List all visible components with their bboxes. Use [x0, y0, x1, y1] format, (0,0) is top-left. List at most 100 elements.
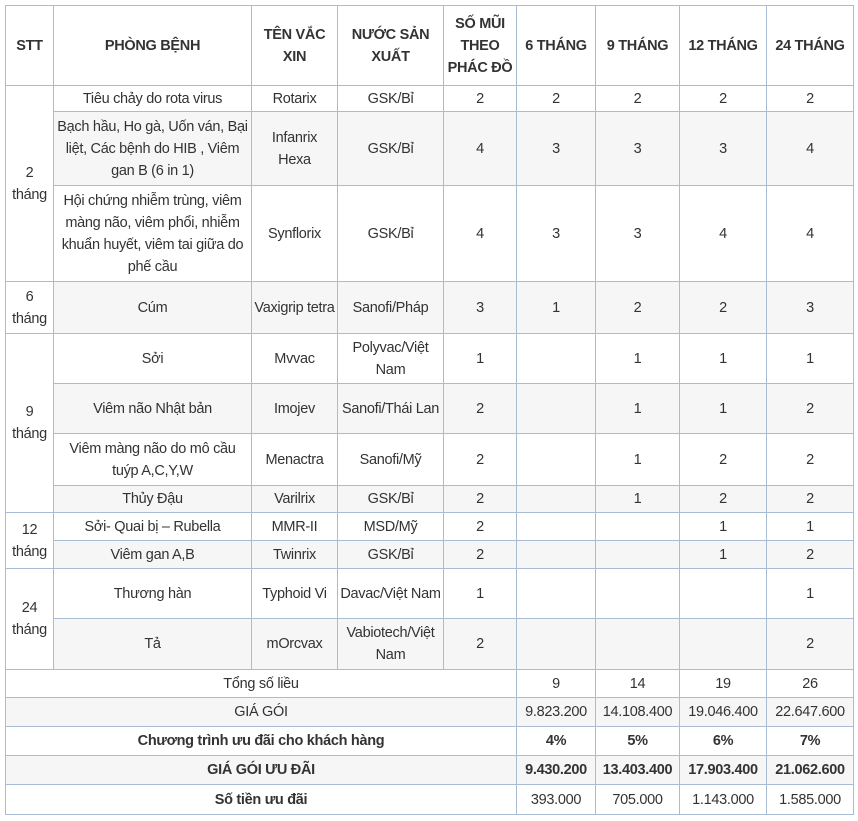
table-cell: Varilrix — [251, 485, 338, 513]
table-cell: Cúm — [53, 281, 252, 334]
table-cell: 4 — [679, 185, 767, 282]
summary-value: 705.000 — [595, 784, 680, 815]
table-cell: Thương hàn — [53, 568, 252, 619]
table-cell: 2 — [679, 85, 767, 112]
table-cell — [595, 540, 680, 569]
table-cell: 3 — [595, 111, 680, 186]
table-cell: 2 — [595, 281, 680, 334]
table-cell: Sanofi/Thái Lan — [337, 383, 444, 434]
table-cell — [516, 512, 596, 541]
table-cell — [679, 618, 767, 670]
vaccine-row: Hội chứng nhiễm trùng, viêm màng não, vi… — [6, 185, 854, 282]
table-cell: 2 — [443, 485, 517, 513]
table-cell — [516, 383, 596, 434]
summary-value: 22.647.600 — [766, 697, 854, 727]
table-cell: Tả — [53, 618, 252, 670]
column-header: SỐ MŨI THEO PHÁC ĐỒ — [443, 5, 517, 86]
table-cell: Synflorix — [251, 185, 338, 282]
summary-label: Tổng số liều — [5, 669, 517, 698]
table-cell: Vabiotech/Việt Nam — [337, 618, 444, 670]
table-cell: GSK/Bỉ — [337, 111, 444, 186]
table-cell — [516, 540, 596, 569]
summary-row: Tổng số liều 9 14 19 26 — [5, 669, 854, 698]
summary-row: Chương trình ưu đãi cho khách hàng 4% 5% 6%… — [5, 726, 854, 756]
summary-value: 14.108.400 — [595, 697, 680, 727]
summary-value: 21.062.600 — [766, 755, 854, 785]
age-group-cell: 2 tháng — [5, 85, 54, 282]
table-cell: 2 — [443, 383, 517, 434]
table-cell: Rotarix — [251, 85, 338, 112]
table-cell: Imojev — [251, 383, 338, 434]
summary-row: GIÁ GÓI 9.823.200 14.108.400 19.046.400 22.6… — [5, 697, 854, 727]
table-cell: GSK/Bỉ — [337, 85, 444, 112]
table-cell: Viêm gan A,B — [53, 540, 252, 569]
vaccine-row: 6 tháng Cúm Vaxigrip tetra Sanofi/Pháp 3 1 2 2 3 — [5, 281, 854, 334]
table-cell: GSK/Bỉ — [337, 485, 444, 513]
summary-label: Chương trình ưu đãi cho khách hàng — [5, 726, 517, 756]
age-group-cell: 9 tháng — [5, 333, 54, 513]
summary-value: 6% — [679, 726, 767, 756]
vaccine-package-table: STT PHÒNG BỆNH TÊN VẮC XIN NƯỚC SẢN XUẤT SỐ … — [5, 5, 854, 815]
table-cell: 3 — [595, 185, 680, 282]
table-cell: Sanofi/Mỹ — [337, 433, 444, 486]
summary-value: 9.823.200 — [516, 697, 596, 727]
summary-value: 7% — [766, 726, 854, 756]
table-cell: 1 — [443, 333, 517, 384]
vaccine-row: Viêm gan A,B Twinrix GSK/Bỉ 2 1 2 — [6, 540, 854, 569]
table-cell: 2 — [595, 85, 680, 112]
column-header: NƯỚC SẢN XUẤT — [337, 5, 444, 86]
column-header: PHÒNG BỆNH — [53, 5, 252, 86]
column-header: 24 THÁNG — [766, 5, 854, 86]
column-header: 12 THÁNG — [679, 5, 767, 86]
vaccine-row: Tả mOrcvax Vabiotech/Việt Nam 2 2 — [6, 618, 854, 670]
table-cell: 2 — [679, 433, 767, 486]
table-cell: mOrcvax — [251, 618, 338, 670]
age-group-cell: 12 tháng — [5, 512, 54, 569]
table-cell: Menactra — [251, 433, 338, 486]
table-cell: 1 — [595, 383, 680, 434]
vaccine-row: 2 tháng Tiêu chảy do rota virus Rotarix GSK… — [5, 85, 854, 282]
summary-value: 1.585.000 — [766, 784, 854, 815]
table-cell: 1 — [595, 485, 680, 513]
table-cell: 1 — [766, 333, 854, 384]
table-cell: 2 — [766, 540, 854, 569]
table-cell: 2 — [443, 433, 517, 486]
table-cell: 1 — [595, 333, 680, 384]
table-cell: 1 — [766, 568, 854, 619]
table-cell — [595, 568, 680, 619]
table-cell: 2 — [443, 540, 517, 569]
summary-value: 5% — [595, 726, 680, 756]
table-cell: 1 — [595, 433, 680, 486]
table-cell: 1 — [516, 281, 596, 334]
summary-row: Số tiền ưu đãi 393.000 705.000 1.143.000 1.5… — [5, 784, 854, 815]
vaccine-row: 9 tháng Sởi Mvvac Polyvac/Việt Nam 1 1 1 1 — [5, 333, 854, 513]
table-cell: 3 — [516, 185, 596, 282]
vaccine-row: Thủy Đậu Varilrix GSK/Bỉ 2 1 2 2 — [6, 485, 854, 513]
table-cell: 2 — [766, 383, 854, 434]
table-cell: 2 — [679, 281, 767, 334]
table-cell: 1 — [679, 333, 767, 384]
table-cell: Thủy Đậu — [53, 485, 252, 513]
table-cell — [516, 333, 596, 384]
table-cell: Sanofi/Pháp — [337, 281, 444, 334]
summary-value: 1.143.000 — [679, 784, 767, 815]
table-cell: 3 — [679, 111, 767, 186]
table-cell: 2 — [516, 85, 596, 112]
summary-value: 19 — [679, 669, 767, 698]
table-cell — [595, 512, 680, 541]
table-cell: Typhoid Vi — [251, 568, 338, 619]
table-cell: 2 — [766, 485, 854, 513]
table-cell: 1 — [766, 512, 854, 541]
vaccine-row: Viêm màng não do mô cầu tuýp A,C,Y,W Mena… — [6, 433, 854, 486]
column-header: 6 THÁNG — [516, 5, 596, 86]
table-cell — [516, 618, 596, 670]
summary-value: 9 — [516, 669, 596, 698]
table-cell: 2 — [679, 485, 767, 513]
table-cell: Polyvac/Việt Nam — [337, 333, 444, 384]
table-cell: 2 — [766, 85, 854, 112]
table-cell: Vaxigrip tetra — [251, 281, 338, 334]
table-cell: 2 — [766, 618, 854, 670]
vaccine-row: Viêm não Nhật bản Imojev Sanofi/Thái Lan 2 1… — [6, 383, 854, 434]
table-cell: Davac/Việt Nam — [337, 568, 444, 619]
table-cell: 2 — [443, 618, 517, 670]
